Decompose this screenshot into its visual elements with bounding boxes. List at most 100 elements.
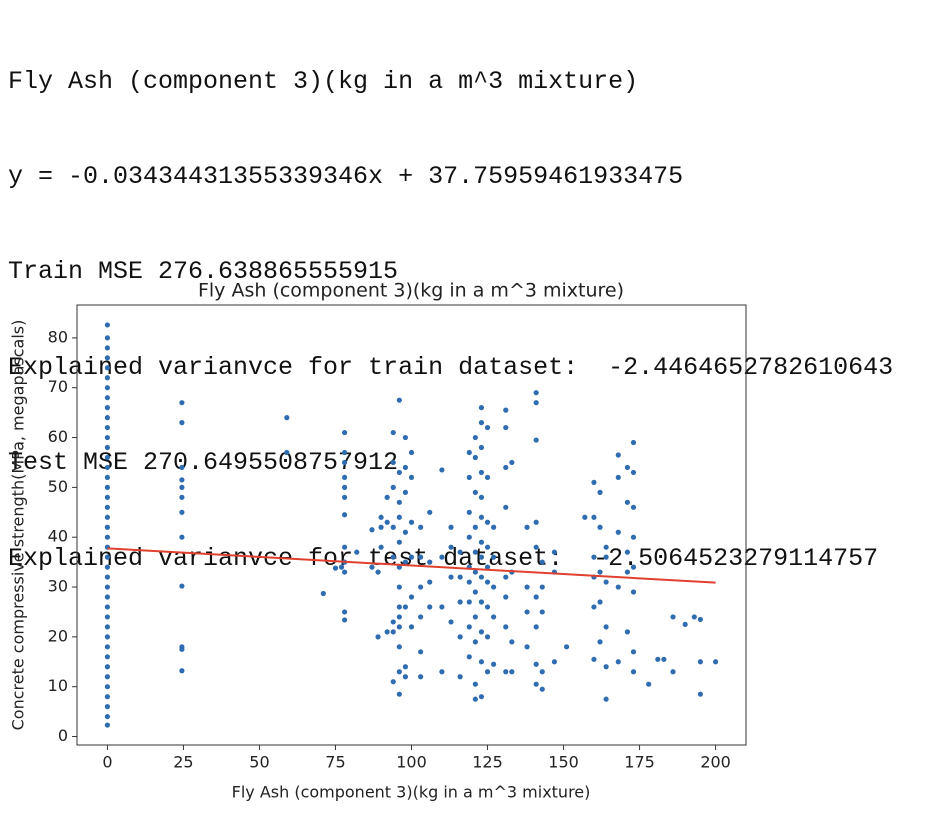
scatter-point [104,444,111,451]
scatter-point [439,554,445,560]
scatter-point [402,664,409,670]
scatter-point [396,614,402,620]
x-tick-label: 150 [548,753,579,772]
scatter-point [342,494,348,500]
scatter-point [104,644,111,650]
scatter-point [503,594,509,600]
scatter-point [503,424,509,431]
scatter-point [408,474,415,481]
scatter-point [378,524,384,530]
y-tick-label: 70 [48,377,68,396]
scatter-point [375,569,381,575]
scatter-point [390,619,396,625]
scatter-point [478,599,485,605]
scatter-point [503,407,509,413]
scatter-point [603,664,609,670]
scatter-point [472,614,478,620]
scatter-point [104,322,111,328]
scatter-point [457,634,463,640]
scatter-point [466,449,472,456]
scatter-point [533,594,539,600]
scatter-point [448,619,454,625]
scatter-point [402,604,409,610]
scatter-point [484,669,491,675]
scatter-point [603,624,609,630]
scatter-point [104,664,111,670]
scatter-point [478,514,485,520]
scatter-point [396,499,402,505]
x-tick-label: 75 [325,753,345,772]
scatter-point [332,565,339,571]
scatter-point [418,524,424,530]
scatter-point [484,424,491,431]
scatter-point [503,669,509,675]
scatter-point [591,656,597,662]
scatter-point [630,589,637,595]
scatter-point [439,467,445,473]
scatter-point [472,549,478,555]
scatter-point [104,424,111,431]
scatter-point [630,534,637,540]
scatter-point [591,554,597,560]
scatter-point [408,554,415,560]
scatter-point [484,564,491,570]
scatter-point [342,449,348,456]
scatter-point [104,574,111,580]
scatter-point [670,614,676,620]
scatter-point [104,395,111,401]
scatter-point [539,686,545,692]
scatter-point [384,494,390,500]
scatter-point [533,437,539,443]
output-line: Test MSE 270.6495508757912 [8,448,399,478]
scatter-point [390,429,396,436]
output-line: Explained varianvce for train dataset: -… [8,352,894,382]
scatter-point [457,574,463,580]
scatter-point [670,669,676,675]
scatter-point [603,554,609,560]
scatter-point [472,489,478,495]
console-output: Fly Ash (component 3)(kg in a m^3 mixtur… [8,2,893,606]
scatter-point [179,477,185,483]
scatter-point [284,415,290,421]
scatter-point [427,604,433,610]
y-tick-label: 60 [48,427,68,446]
scatter-point [320,590,326,597]
scatter-point [418,649,424,655]
scatter-point [342,512,348,518]
scatter-point [624,569,631,575]
scatter-point [478,694,485,700]
chart-title: Fly Ash (component 3)(kg in a m^3 mixtur… [198,280,624,302]
scatter-point [342,609,348,615]
scatter-point [396,691,402,697]
scatter-point [104,405,111,411]
scatter-point [630,504,637,510]
scatter-point [472,524,478,530]
scatter-point [104,704,111,710]
scatter-point [179,400,185,406]
scatter-point [104,385,111,391]
scatter-point [448,524,454,530]
scatter-point [378,514,384,520]
scatter-point [179,534,185,540]
scatter-point [630,564,637,570]
y-axis-label: Concrete compressive strength(MPa, megap… [9,320,28,731]
scatter-point [457,674,463,680]
scatter-point [524,609,530,615]
scatter-point [472,589,478,595]
scatter-point [104,375,111,381]
scatter-point [104,654,111,660]
scatter-point [484,604,491,610]
scatter-point [402,529,409,535]
scatter-point [615,452,621,458]
scatter-point [533,390,539,396]
y-tick-label: 0 [58,726,68,745]
scatter-point [384,519,390,525]
scatter-point [597,524,603,530]
scatter-point [466,599,472,605]
scatter-point [104,345,111,351]
scatter-point [338,564,345,570]
scatter-point [533,544,539,550]
x-tick-label: 125 [472,753,503,772]
scatter-point [597,639,603,645]
